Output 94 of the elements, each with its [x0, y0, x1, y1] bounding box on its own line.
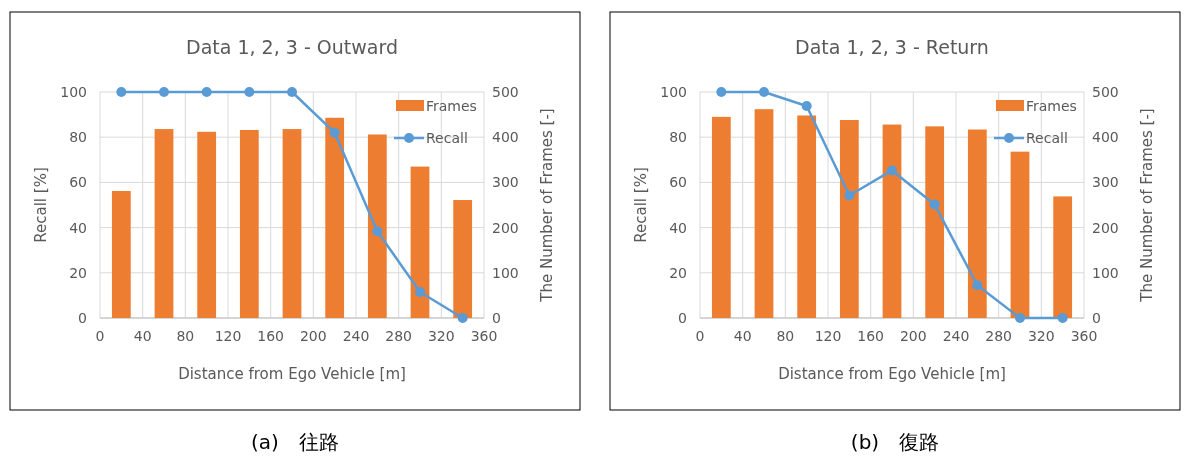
- point: [372, 226, 383, 237]
- point: [844, 190, 855, 201]
- legend-label: Recall: [1026, 130, 1068, 146]
- y2-tick-label: 200: [492, 219, 519, 236]
- text: (b) 復路: [850, 430, 940, 454]
- y-axis-title: Recall [%]: [32, 167, 50, 243]
- point: [759, 87, 769, 97]
- x-tick-label: 280: [385, 328, 413, 344]
- x-tick-label: 0: [95, 328, 105, 344]
- x-tick-label: 200: [299, 328, 327, 344]
- x-tick-label: 40: [133, 328, 152, 344]
- x-tick-label: 0: [695, 328, 705, 344]
- point: [159, 87, 169, 97]
- point: [116, 87, 127, 97]
- y-tick-label: 100: [660, 84, 687, 100]
- legend-label: Frames: [1026, 98, 1077, 114]
- legend-label: Frames: [426, 98, 477, 114]
- point: [1015, 313, 1025, 323]
- point: [929, 199, 940, 210]
- y-tick-label: 80: [69, 129, 87, 146]
- x-tick-label: 240: [342, 328, 370, 344]
- bar: [1010, 151, 1030, 318]
- bar: [1053, 196, 1073, 318]
- bar: [282, 129, 302, 318]
- bar: [925, 126, 945, 318]
- point: [972, 280, 983, 291]
- bar: [239, 129, 259, 318]
- bar: [197, 131, 217, 318]
- point: [244, 87, 255, 97]
- y-tick-label: 60: [669, 174, 687, 191]
- x-tick-label: 320: [427, 328, 455, 344]
- point: [329, 127, 340, 138]
- y2-tick-label: 300: [1092, 174, 1119, 191]
- y-tick-label: 40: [69, 219, 87, 236]
- bar: [711, 116, 731, 318]
- x-tick-label: 360: [470, 328, 498, 344]
- x-tick-label: 160: [857, 328, 885, 344]
- x-tick-label: 40: [733, 328, 752, 344]
- bar: [839, 120, 859, 318]
- y2-tick-label: 400: [492, 129, 519, 146]
- y2-tick-label: 500: [492, 84, 519, 100]
- point: [415, 287, 425, 298]
- bar: [410, 166, 430, 318]
- y-tick-label: 20: [69, 264, 87, 281]
- x-tick-label: 160: [257, 328, 285, 344]
- x-tick-label: 80: [176, 328, 195, 344]
- point: [1057, 313, 1068, 323]
- y2-tick-label: 100: [492, 264, 519, 281]
- x-tick-label: 320: [1027, 328, 1055, 344]
- point: [801, 101, 812, 112]
- y2-tick-label: 0: [1092, 310, 1101, 326]
- y-tick-label: 100: [60, 84, 87, 100]
- y-tick-label: 0: [678, 310, 687, 326]
- x-tick-label: 80: [776, 328, 795, 344]
- x-tick-label: 360: [1070, 328, 1098, 344]
- point: [716, 87, 727, 97]
- x-tick-label: 120: [214, 328, 242, 344]
- bar: [967, 129, 987, 318]
- y2-tick-label: 200: [1092, 219, 1119, 236]
- y2-tick-label: 300: [492, 174, 519, 191]
- y-tick-label: 40: [669, 219, 687, 236]
- bar: [882, 124, 902, 318]
- chart-title: Data 1, 2, 3 - Return: [795, 36, 989, 58]
- x-tick-label: 280: [985, 328, 1013, 344]
- point: [287, 87, 297, 97]
- bar: [754, 109, 774, 318]
- y-tick-label: 60: [69, 174, 87, 191]
- y2-tick-label: 400: [1092, 129, 1119, 146]
- y2-tick-label: 500: [1092, 84, 1119, 100]
- x-tick-label: 240: [942, 328, 970, 344]
- y-tick-label: 0: [78, 310, 87, 326]
- point: [887, 165, 897, 176]
- bar: [111, 190, 131, 318]
- chart-title: Data 1, 2, 3 - Outward: [186, 36, 398, 58]
- y2-axis-title: The Number of Frames [-]: [1138, 108, 1156, 303]
- y-tick-label: 80: [669, 129, 687, 146]
- y2-tick-label: 0: [492, 310, 501, 326]
- x-axis-title: Distance from Ego Vehicle [m]: [178, 365, 406, 383]
- y2-tick-label: 100: [1092, 264, 1119, 281]
- point: [201, 87, 212, 97]
- y-axis-title: Recall [%]: [632, 167, 650, 243]
- bar: [367, 134, 387, 318]
- x-tick-label: 200: [899, 328, 927, 344]
- bar: [325, 117, 345, 318]
- legend-label: Recall: [426, 130, 468, 146]
- x-axis-title: Distance from Ego Vehicle [m]: [778, 365, 1006, 383]
- x-tick-label: 120: [814, 328, 842, 344]
- bar: [797, 115, 817, 318]
- point: [457, 313, 468, 323]
- y2-axis-title: The Number of Frames [-]: [538, 108, 556, 303]
- bar: [453, 200, 473, 318]
- text: (a) 往路: [251, 430, 339, 454]
- bar: [154, 129, 174, 318]
- y-tick-label: 20: [669, 264, 687, 281]
